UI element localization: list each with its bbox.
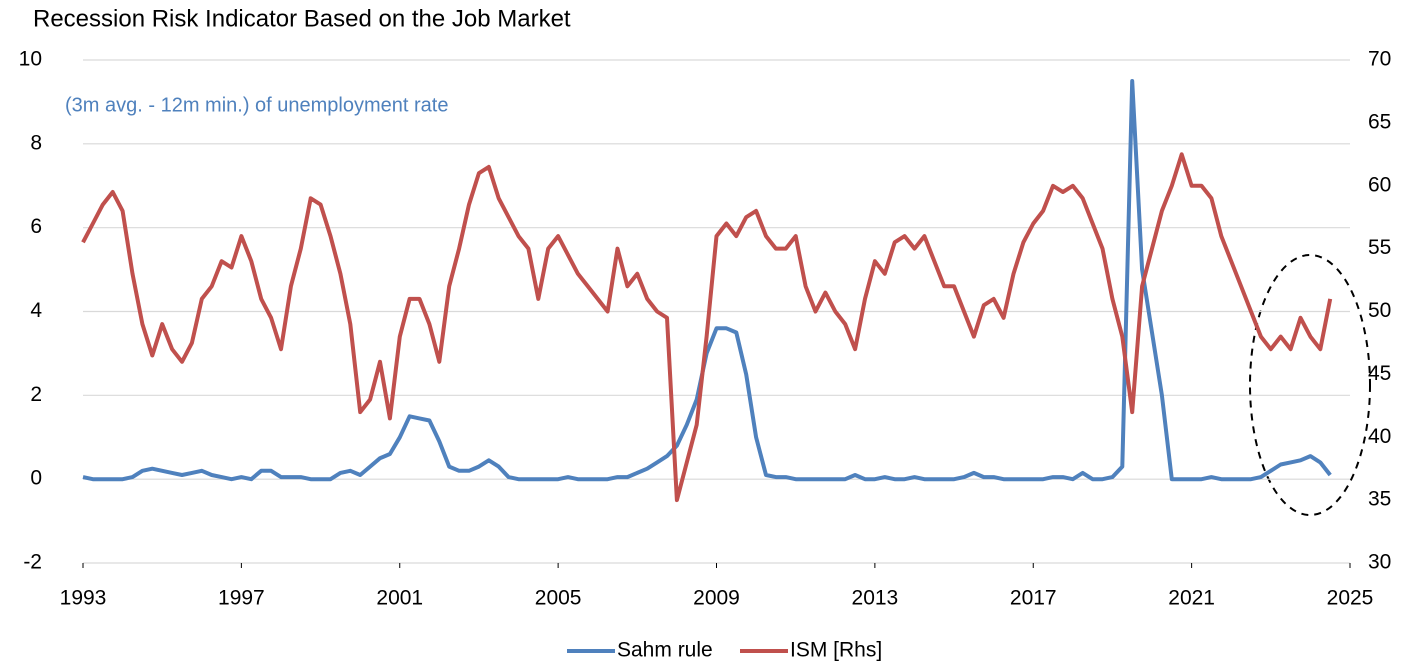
legend-label: ISM [Rhs]: [790, 639, 882, 662]
y-tick-label: -2: [23, 551, 42, 574]
y2-tick-label: 65: [1368, 110, 1391, 133]
y2-tick-label: 50: [1368, 299, 1391, 322]
x-tick-label: 2001: [376, 587, 423, 610]
y-tick-label: 0: [30, 467, 42, 490]
y-tick-label: 4: [30, 299, 42, 322]
y2-tick-label: 40: [1368, 425, 1391, 448]
y-tick-label: 6: [30, 215, 42, 238]
x-tick-label: 1997: [218, 587, 265, 610]
chart-title: Recession Risk Indicator Based on the Jo…: [33, 5, 571, 32]
series-line: [81, 152, 1333, 503]
y-tick-label: 2: [30, 383, 42, 406]
highlight-ellipse: [1249, 254, 1371, 516]
y2-tick-label: 35: [1368, 488, 1391, 511]
x-tick-label: 2013: [852, 587, 899, 610]
y2-tick-label: 60: [1368, 173, 1391, 196]
x-tick-label: 2017: [1010, 587, 1057, 610]
legend-label: Sahm rule: [617, 639, 713, 662]
y2-tick-label: 55: [1368, 236, 1391, 259]
y-tick-label: 8: [30, 131, 42, 154]
y2-tick-label: 45: [1368, 362, 1391, 385]
y-tick-label: 10: [19, 48, 42, 71]
annotation: (3m avg. - 12m min.) of unemployment rat…: [65, 94, 448, 116]
y2-tick-label: 70: [1368, 48, 1391, 71]
x-tick-label: 1993: [60, 587, 107, 610]
x-tick-label: 2021: [1168, 587, 1215, 610]
x-tick-label: 2005: [535, 587, 582, 610]
x-tick-label: 2025: [1327, 587, 1374, 610]
y2-tick-label: 30: [1368, 551, 1391, 574]
x-tick-label: 2009: [693, 587, 740, 610]
